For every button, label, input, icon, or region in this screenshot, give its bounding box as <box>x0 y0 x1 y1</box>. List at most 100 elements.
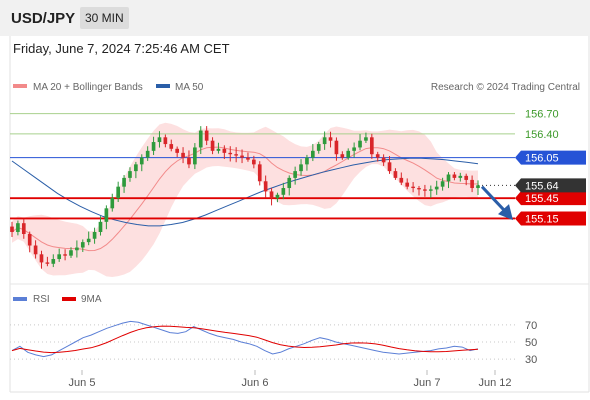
candle-body <box>275 194 280 199</box>
candle-body <box>316 144 321 151</box>
support-level-label: 155.45 <box>525 193 559 205</box>
x-tick-label: Jun 5 <box>69 377 96 389</box>
timestamp: Friday, June 7, 2024 7:25:46 AM CET <box>13 41 230 56</box>
candle-body <box>423 189 427 191</box>
candle-body <box>234 154 238 156</box>
candle-body <box>92 231 97 239</box>
candle-body <box>63 254 67 256</box>
candle-body <box>452 174 457 178</box>
candle-body <box>446 174 451 182</box>
candle-body <box>464 175 469 180</box>
price-tags: 156.70 156.40 156.05 155.45 155.15 155.64 <box>515 109 586 226</box>
candle-body <box>299 164 303 172</box>
candle-body <box>16 223 20 232</box>
resistance-level-label: 156.05 <box>525 153 559 165</box>
rsi-tick-label: 50 <box>525 337 537 349</box>
candle-body <box>364 137 368 141</box>
candle-body <box>21 223 26 235</box>
candle-body <box>334 140 339 155</box>
candle-body <box>169 144 174 149</box>
rsi-legend-swatch <box>13 297 27 301</box>
candle-body <box>198 130 203 148</box>
candle-body <box>157 137 162 143</box>
candle-body <box>393 171 398 178</box>
candle-body <box>257 164 262 182</box>
candle-body <box>246 157 250 160</box>
last-price-label: 155.64 <box>525 180 559 192</box>
candle-body <box>104 208 109 222</box>
candle-body <box>228 152 233 155</box>
candle-body <box>476 185 480 189</box>
candle-body <box>287 177 292 189</box>
candle-body <box>10 226 14 232</box>
rsi-line <box>11 320 479 358</box>
candle-body <box>145 150 150 158</box>
symbol-label: USD/JPY <box>11 10 76 27</box>
candle-body <box>440 181 445 187</box>
target-level-label: 156.70 <box>525 109 559 121</box>
candle-body <box>116 186 121 199</box>
candle-body <box>163 137 168 145</box>
candle-body <box>346 150 351 158</box>
candle-body <box>39 254 44 263</box>
support-level-tag <box>515 191 586 206</box>
candle-body <box>369 137 374 155</box>
x-axis: Jun 5 Jun 6 Jun 7 Jun 12 <box>69 370 512 389</box>
candle-body <box>110 198 115 209</box>
candle-body <box>33 245 38 255</box>
candle-body <box>458 175 463 178</box>
last-price-tag <box>515 178 586 193</box>
price-levels <box>10 113 515 220</box>
candle-body <box>434 186 439 190</box>
candle-body <box>193 147 197 165</box>
x-tick-label: Jun 6 <box>242 377 269 389</box>
candle-body <box>417 188 421 190</box>
candle-body <box>175 148 179 153</box>
forecast-arrow <box>480 185 513 221</box>
chart-header: USD/JPY 30 MIN <box>0 0 590 36</box>
candle-body <box>216 148 221 151</box>
candle-body <box>80 242 85 248</box>
candle-body <box>399 177 404 183</box>
support-level-tag <box>515 211 586 226</box>
candle-body <box>281 188 286 195</box>
candle-body <box>269 191 274 199</box>
rsi-pane: 70 50 30 <box>10 320 537 366</box>
forecast-arrow-shaft <box>480 185 506 212</box>
candle-body <box>405 182 410 187</box>
candle-body <box>181 152 185 158</box>
rsi-ma-legend-swatch <box>62 297 76 301</box>
candle-body <box>75 247 79 251</box>
candle-body <box>381 157 386 163</box>
candle-body <box>252 159 256 165</box>
candle-body <box>27 234 32 246</box>
candle-body <box>51 259 56 264</box>
rsi-legend: RSI 9MA <box>13 294 102 305</box>
candle-body <box>470 179 474 189</box>
candle-body <box>340 154 345 158</box>
candle-body <box>210 140 215 151</box>
candle-body <box>293 171 297 178</box>
candle-body <box>128 171 132 178</box>
legend: MA 20 + Bollinger Bands MA 50 Research ©… <box>13 82 580 93</box>
candle-body <box>311 150 315 158</box>
interval-badge[interactable]: 30 MIN <box>80 7 129 29</box>
rsi-tick-label: 30 <box>525 354 537 366</box>
candle-body <box>222 148 227 153</box>
candle-body <box>358 140 362 148</box>
candle-body <box>139 157 144 165</box>
forecast-arrow-head <box>498 204 513 221</box>
candle-body <box>263 181 268 192</box>
target-level-label: 156.40 <box>525 129 559 141</box>
candle-body <box>428 189 433 191</box>
x-tick-label: Jun 12 <box>478 377 511 389</box>
legend-bollinger-swatch <box>13 84 27 88</box>
candle-body <box>387 162 392 172</box>
legend-bollinger-label: MA 20 + Bollinger Bands <box>33 82 143 93</box>
candle-body <box>69 250 73 256</box>
candle-body <box>322 137 327 145</box>
legend-ma50-label: MA 50 <box>175 82 204 93</box>
x-tick-label: Jun 7 <box>414 377 441 389</box>
candle-body <box>204 130 209 141</box>
